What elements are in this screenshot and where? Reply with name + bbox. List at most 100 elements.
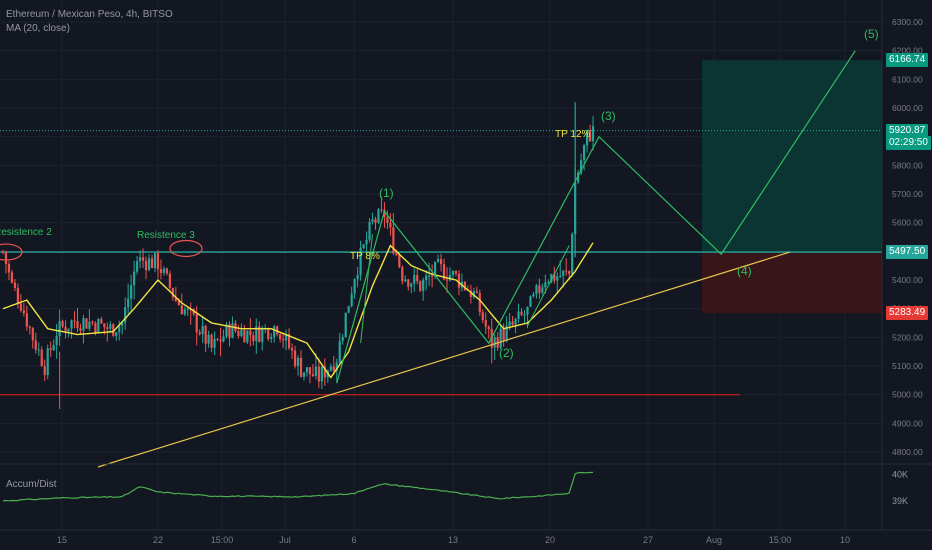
candle-body	[562, 270, 565, 276]
countdown-tag: 02:29:50	[886, 136, 931, 151]
candle-body	[559, 275, 562, 277]
candle-body	[121, 322, 124, 326]
indicator-title[interactable]: MA (20, close)	[6, 23, 70, 34]
candle-body	[401, 267, 404, 282]
candle-body	[514, 318, 517, 325]
candle-body	[276, 326, 279, 335]
candle-body	[499, 328, 502, 348]
candle-body	[410, 283, 413, 287]
candle-body	[442, 264, 446, 280]
wave-4-label: (4)	[737, 264, 752, 278]
candle-body	[338, 340, 341, 363]
candle-body	[141, 257, 145, 261]
candle-body	[13, 282, 17, 289]
symbol-title[interactable]: Ethereum / Mexican Peso, 4h, BITSO	[6, 9, 173, 20]
candle-body	[547, 282, 550, 284]
candle-body	[588, 130, 592, 142]
candle-body	[46, 348, 49, 376]
accum-tick-label: 39K	[892, 496, 908, 506]
candle-body	[171, 287, 174, 298]
candle-body	[535, 285, 538, 295]
tp-12-label: TP 12%	[555, 129, 590, 140]
time-tick-label: 13	[448, 535, 458, 545]
candle-body	[31, 327, 34, 341]
candle-body	[7, 263, 11, 273]
candle-body	[556, 276, 559, 281]
candle-body	[252, 335, 255, 342]
candle-body	[529, 296, 532, 307]
candle-body	[591, 126, 595, 142]
candlesticks	[1, 102, 595, 409]
candle-body	[314, 366, 317, 377]
candle-body	[341, 337, 344, 341]
tp-8-label: TP 8%	[350, 251, 380, 262]
loss-zone	[702, 252, 882, 314]
candle-body	[37, 349, 40, 351]
candle-body	[150, 258, 154, 268]
ma-20-line	[2, 242, 594, 379]
candle-body	[109, 324, 112, 329]
candle-body	[55, 336, 58, 345]
candle-body	[258, 326, 261, 342]
candle-body	[22, 310, 25, 314]
candle-body	[279, 334, 282, 340]
last-price-tag: 5920.87	[886, 123, 929, 138]
candle-body	[249, 330, 252, 336]
candle-body	[94, 323, 97, 333]
candle-body	[469, 290, 472, 297]
candle-body	[293, 350, 297, 367]
candle-body	[85, 318, 88, 329]
target-price-tag: 6166.74	[886, 53, 929, 68]
candle-body	[571, 233, 574, 274]
candle-body	[585, 130, 589, 146]
candle-body	[463, 281, 466, 290]
candle-body	[389, 222, 392, 228]
candle-body	[538, 285, 541, 293]
candle-body	[422, 280, 425, 291]
price-tick-label: 5700.00	[892, 189, 923, 199]
time-tick-label: Jul	[279, 535, 291, 545]
candle-body	[267, 328, 270, 339]
candle-body	[472, 291, 475, 297]
candle-body	[216, 338, 219, 340]
candle-body	[19, 303, 22, 311]
candle-body	[425, 275, 428, 281]
time-tick-label: 6	[351, 535, 356, 545]
price-tick-label: 6300.00	[892, 17, 923, 27]
candle-body	[317, 366, 320, 382]
candle-body	[43, 366, 46, 376]
candle-body	[118, 325, 121, 333]
candle-body	[61, 321, 64, 327]
candle-body	[210, 334, 213, 348]
candle-body	[407, 279, 410, 287]
price-tick-label: 5100.00	[892, 361, 923, 371]
candle-body	[296, 357, 300, 367]
candle-body	[487, 326, 490, 330]
candle-body	[49, 348, 52, 351]
price-tick-label: 4800.00	[892, 447, 923, 457]
candle-body	[362, 244, 365, 249]
candle-body	[34, 340, 37, 350]
candle-body	[165, 268, 168, 274]
candle-body	[115, 332, 118, 336]
candle-body	[282, 339, 285, 341]
entry-price-tag: 5497.50	[886, 245, 929, 260]
price-tick-label: 5800.00	[892, 160, 923, 170]
candle-body	[377, 209, 380, 223]
resistance-3-label: Resistence 3	[137, 230, 195, 241]
price-tick-label: 5600.00	[892, 218, 923, 228]
elliott-wave-path	[336, 50, 856, 384]
candle-body	[478, 292, 481, 313]
price-axis: 4800.004900.005000.005100.005200.005300.…	[881, 0, 923, 530]
candle-body	[52, 344, 55, 351]
impulse-line-a	[360, 234, 374, 344]
candle-body	[207, 334, 210, 344]
candle-body	[1, 251, 5, 253]
candle-body	[138, 257, 142, 262]
candle-body	[353, 279, 356, 294]
candle-body	[344, 312, 347, 338]
wave-3-label: (3)	[601, 109, 616, 123]
candle-body	[127, 298, 130, 308]
candle-body	[380, 209, 383, 211]
